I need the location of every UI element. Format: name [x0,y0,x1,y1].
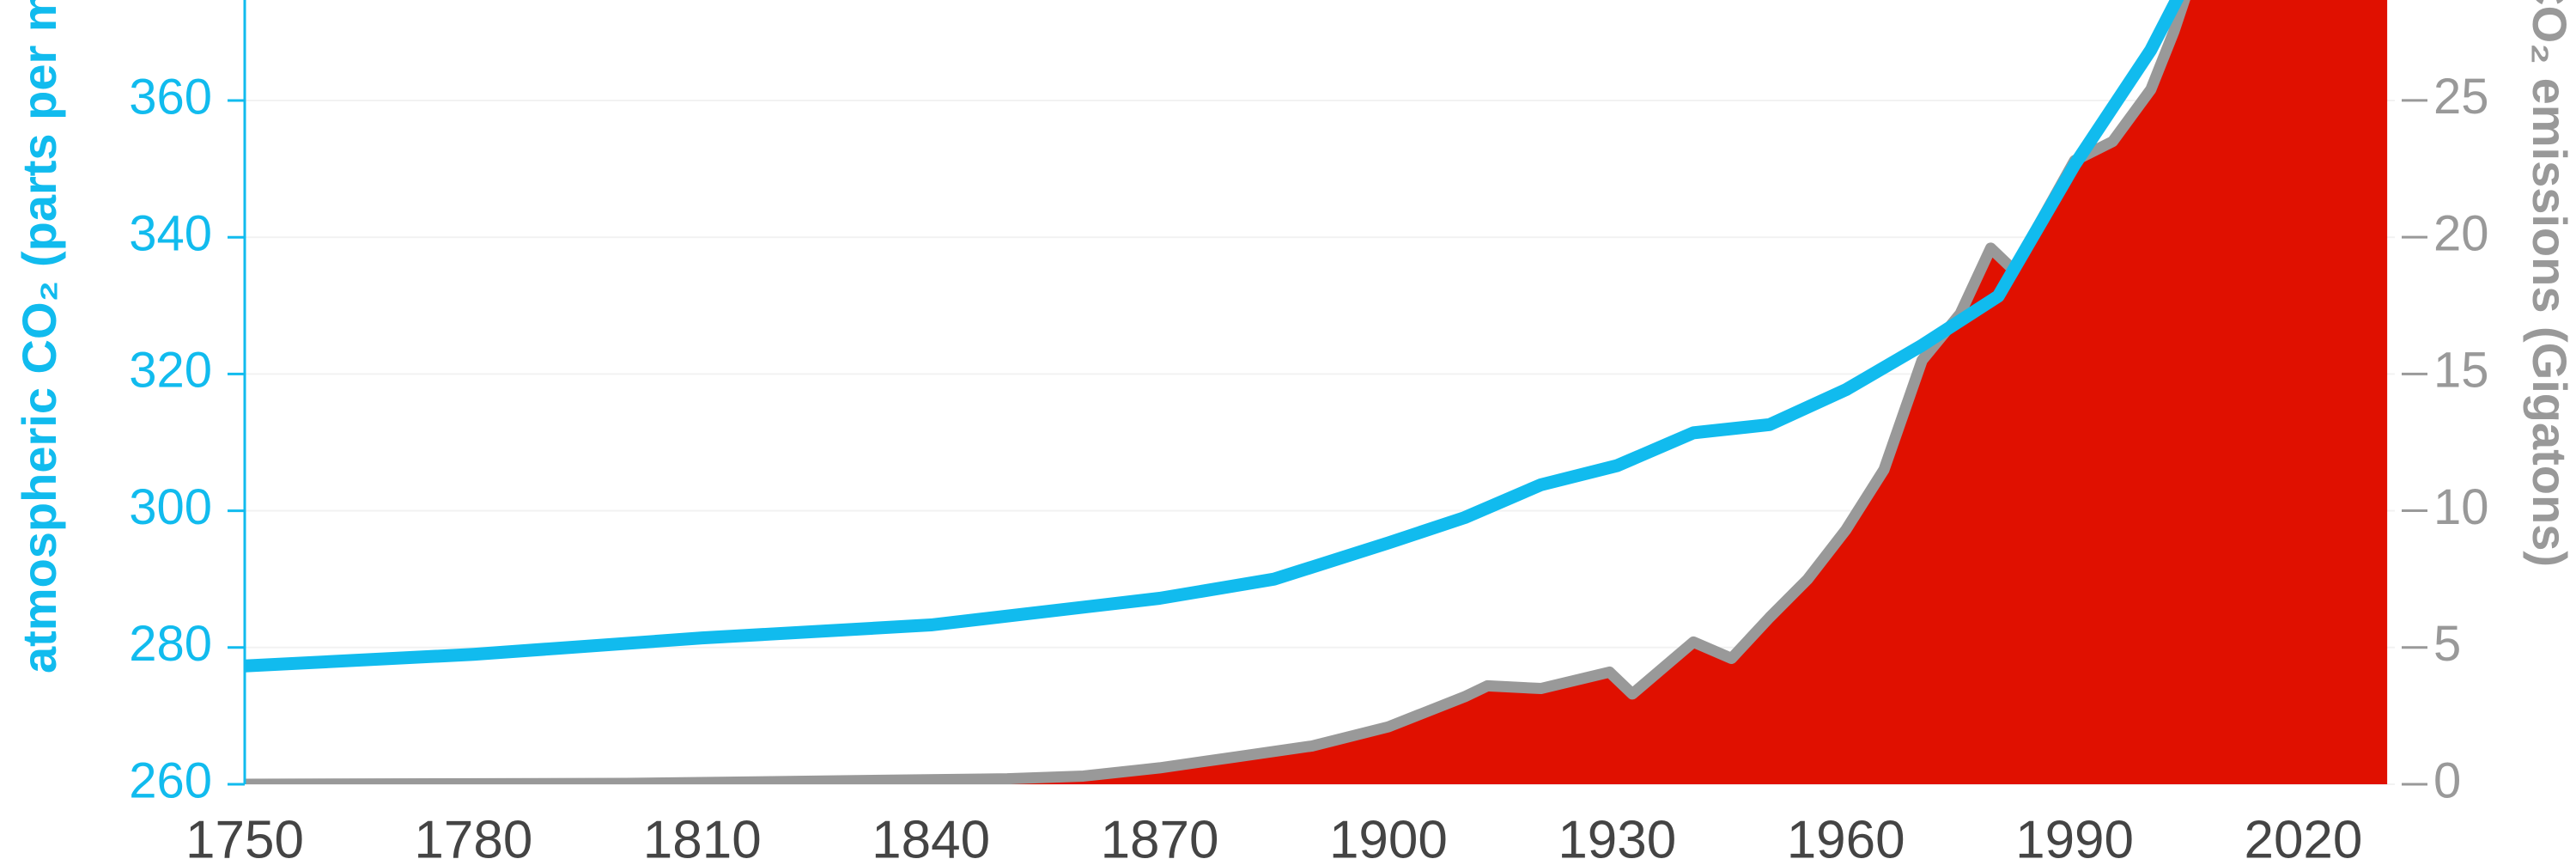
y-tick-label: 340 [129,206,212,262]
y-tick-label: 320 [129,343,212,399]
y-tick-label: 280 [129,616,212,672]
y2-tick-label: 0 [2433,752,2461,808]
x-tick-label: 1900 [1329,810,1448,859]
y2-tick-label: 10 [2433,479,2489,535]
y2-tick-label: 20 [2433,205,2489,261]
line [245,0,2190,784]
y-tick-label: 360 [129,69,212,125]
x-tick-label: 1960 [1787,810,1905,859]
line [245,0,2184,673]
y2-tick-label: 25 [2433,69,2489,125]
x-tick-label: 1930 [1558,810,1676,859]
x-tick-label: 1870 [1101,810,1219,859]
y2-tick-label: 15 [2433,343,2489,399]
x-tick-label: 1840 [872,810,990,859]
x-tick-label: 1990 [2015,810,2134,859]
y-tick-label: 300 [129,479,212,535]
y2-axis-label: CO₂ emissions (Gigatons) [2523,0,2576,567]
x-tick-label: 1780 [414,810,532,859]
y-tick-label: 260 [129,752,212,808]
x-tick-label: 2020 [2244,810,2362,859]
y-axis-label: atmospheric CO₂ (parts per million) [12,0,66,673]
x-tick-label: 1810 [643,810,762,859]
y2-tick-label: 5 [2433,616,2461,672]
x-tick-label: 1750 [185,810,304,859]
area [245,0,2388,784]
